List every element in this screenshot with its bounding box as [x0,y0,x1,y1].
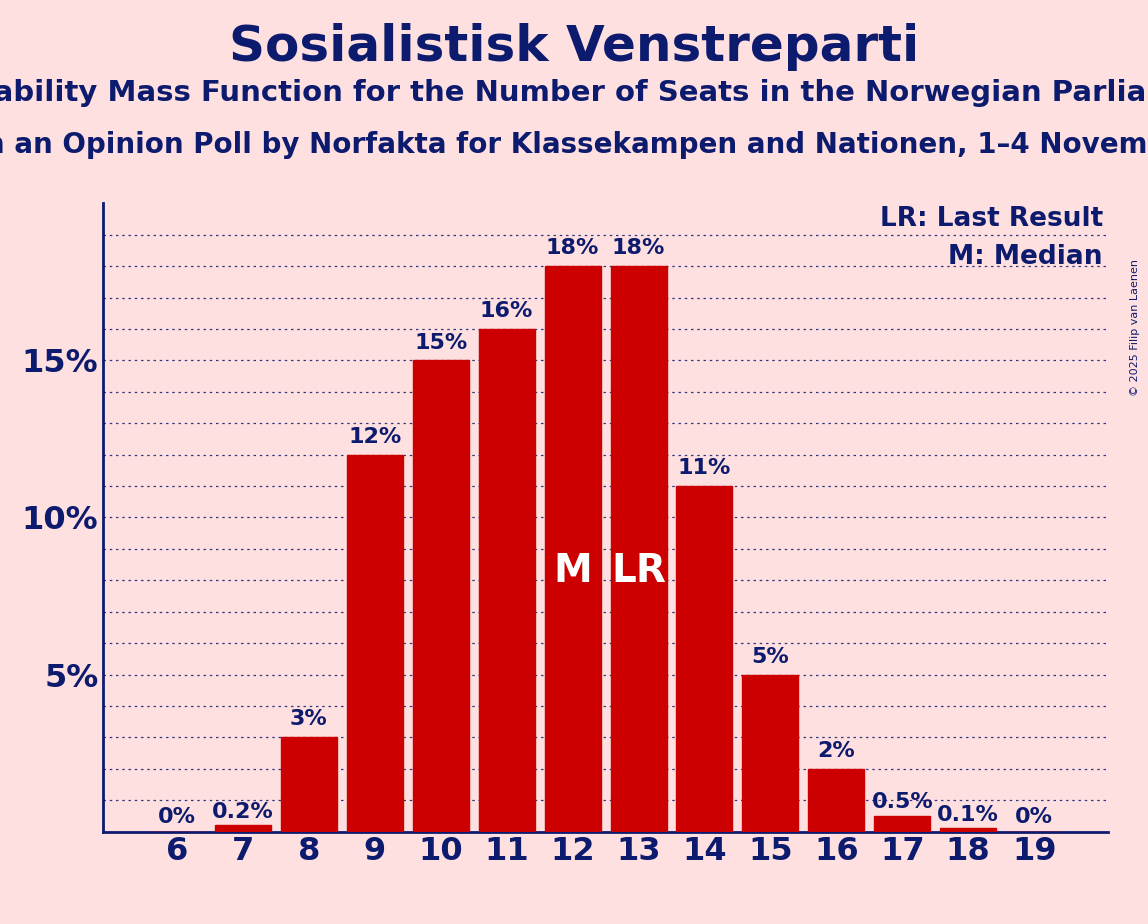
Text: 0.5%: 0.5% [871,792,933,812]
Bar [544,266,600,832]
Bar [676,486,732,832]
Text: 0%: 0% [158,807,196,827]
Text: 5%: 5% [752,647,790,667]
Bar [281,737,336,832]
Bar [808,769,864,832]
Text: 3%: 3% [290,710,327,730]
Bar [875,816,930,832]
Bar [611,266,667,832]
Text: 0.1%: 0.1% [937,805,999,825]
Text: 16%: 16% [480,301,534,321]
Bar [347,455,403,832]
Text: 0.2%: 0.2% [212,801,274,821]
Text: Sosialistisk Venstreparti: Sosialistisk Venstreparti [228,23,920,71]
Bar [215,825,271,832]
Text: 18%: 18% [546,238,599,258]
Text: M: Median: M: Median [948,244,1103,270]
Text: Based on an Opinion Poll by Norfakta for Klassekampen and Nationen, 1–4 November: Based on an Opinion Poll by Norfakta for… [0,131,1148,159]
Bar [413,360,468,832]
Text: 11%: 11% [677,458,731,479]
Text: 2%: 2% [817,741,855,761]
Bar [743,675,798,832]
Text: M: M [553,553,592,590]
Text: LR: LR [611,553,666,590]
Text: 12%: 12% [348,427,402,446]
Text: LR: Last Result: LR: Last Result [879,206,1103,233]
Text: © 2025 Filip van Laenen: © 2025 Filip van Laenen [1130,259,1140,395]
Text: 0%: 0% [1015,807,1053,827]
Text: 15%: 15% [414,333,467,352]
Bar [479,329,535,832]
Text: Probability Mass Function for the Number of Seats in the Norwegian Parliament: Probability Mass Function for the Number… [0,79,1148,106]
Bar [940,829,996,832]
Text: 18%: 18% [612,238,665,258]
